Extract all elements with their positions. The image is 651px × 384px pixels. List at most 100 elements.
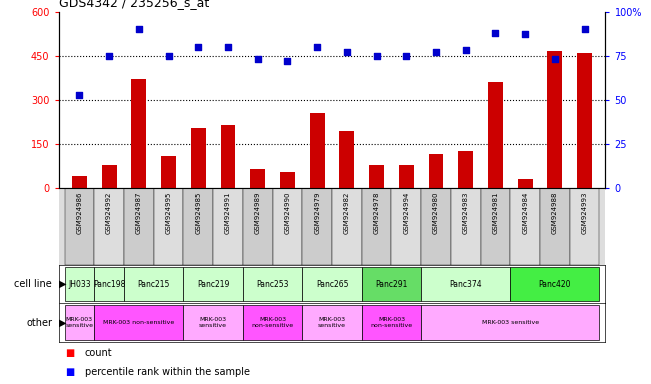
Text: GSM924985: GSM924985 xyxy=(195,192,201,234)
Text: percentile rank within the sample: percentile rank within the sample xyxy=(85,367,249,377)
Bar xyxy=(280,172,295,188)
Bar xyxy=(362,267,421,301)
Point xyxy=(104,53,115,59)
Text: GSM924993: GSM924993 xyxy=(581,192,588,235)
Bar xyxy=(510,188,540,265)
Bar xyxy=(391,188,421,265)
Text: GSM924987: GSM924987 xyxy=(136,192,142,235)
Point xyxy=(579,26,590,32)
Bar xyxy=(191,128,206,188)
Text: GSM924988: GSM924988 xyxy=(552,192,558,235)
Point xyxy=(74,91,85,98)
Text: GSM924994: GSM924994 xyxy=(404,192,409,234)
Bar xyxy=(72,176,87,188)
Text: GSM924989: GSM924989 xyxy=(255,192,260,235)
Bar xyxy=(94,267,124,301)
Bar xyxy=(94,188,124,265)
Text: MRK-003 non-sensitive: MRK-003 non-sensitive xyxy=(104,320,174,325)
Bar xyxy=(362,305,421,340)
Text: GSM924986: GSM924986 xyxy=(76,192,83,235)
Text: Panc198: Panc198 xyxy=(93,280,125,289)
Point xyxy=(431,49,441,55)
Bar xyxy=(332,188,362,265)
Bar xyxy=(339,131,354,188)
Text: Panc291: Panc291 xyxy=(375,280,408,289)
Text: GSM924991: GSM924991 xyxy=(225,192,231,235)
Bar xyxy=(64,188,94,265)
Bar xyxy=(124,188,154,265)
Bar xyxy=(451,188,480,265)
Text: GDS4342 / 235256_s_at: GDS4342 / 235256_s_at xyxy=(59,0,209,9)
Bar xyxy=(273,188,302,265)
Text: Panc219: Panc219 xyxy=(197,280,229,289)
Bar xyxy=(302,305,362,340)
Text: MRK-003
sensitive: MRK-003 sensitive xyxy=(65,317,93,328)
Text: ▶: ▶ xyxy=(59,279,67,289)
Text: MRK-003
sensitive: MRK-003 sensitive xyxy=(318,317,346,328)
Bar xyxy=(369,165,384,188)
Bar xyxy=(64,267,94,301)
Bar xyxy=(540,188,570,265)
Bar xyxy=(124,267,184,301)
Bar xyxy=(421,188,451,265)
Bar xyxy=(243,305,302,340)
Text: ■: ■ xyxy=(65,367,74,377)
Point xyxy=(371,53,381,59)
Point xyxy=(253,56,263,62)
Point xyxy=(342,49,352,55)
Text: Panc215: Panc215 xyxy=(137,280,170,289)
Text: ■: ■ xyxy=(65,348,74,358)
Bar xyxy=(243,267,302,301)
Text: ▶: ▶ xyxy=(59,318,67,328)
Point xyxy=(490,30,501,36)
Bar xyxy=(458,151,473,188)
Text: cell line: cell line xyxy=(14,279,52,289)
Text: other: other xyxy=(26,318,52,328)
Bar xyxy=(510,267,600,301)
Text: GSM924984: GSM924984 xyxy=(522,192,528,234)
Text: count: count xyxy=(85,348,112,358)
Point xyxy=(401,53,411,59)
Bar xyxy=(154,188,184,265)
Bar xyxy=(213,188,243,265)
Bar xyxy=(570,188,600,265)
Bar xyxy=(399,165,414,188)
Text: JH033: JH033 xyxy=(68,280,90,289)
Bar xyxy=(184,188,213,265)
Point xyxy=(283,58,293,64)
Bar xyxy=(488,82,503,188)
Text: GSM924983: GSM924983 xyxy=(463,192,469,235)
Bar xyxy=(132,79,146,188)
Bar xyxy=(310,113,325,188)
Text: GSM924982: GSM924982 xyxy=(344,192,350,234)
Bar xyxy=(421,305,600,340)
Text: MRK-003
sensitive: MRK-003 sensitive xyxy=(199,317,227,328)
Bar xyxy=(221,125,236,188)
Bar xyxy=(94,305,184,340)
Bar xyxy=(480,188,510,265)
Bar xyxy=(102,165,117,188)
Bar xyxy=(250,169,265,188)
Bar xyxy=(577,53,592,188)
Bar xyxy=(184,267,243,301)
Bar xyxy=(547,51,562,188)
Bar xyxy=(421,267,510,301)
Text: Panc374: Panc374 xyxy=(449,280,482,289)
Bar xyxy=(518,179,533,188)
Bar xyxy=(64,305,94,340)
Bar xyxy=(362,188,391,265)
Point xyxy=(549,56,560,62)
Point xyxy=(460,47,471,53)
Bar xyxy=(428,154,443,188)
Bar xyxy=(161,156,176,188)
Text: Panc265: Panc265 xyxy=(316,280,348,289)
Text: GSM924979: GSM924979 xyxy=(314,192,320,235)
Text: MRK-003
non-sensitive: MRK-003 non-sensitive xyxy=(370,317,413,328)
Point xyxy=(223,44,233,50)
Text: GSM924992: GSM924992 xyxy=(106,192,112,234)
Point xyxy=(312,44,322,50)
Bar xyxy=(302,188,332,265)
Bar xyxy=(243,188,273,265)
Text: GSM924995: GSM924995 xyxy=(165,192,172,234)
Text: Panc253: Panc253 xyxy=(256,280,289,289)
